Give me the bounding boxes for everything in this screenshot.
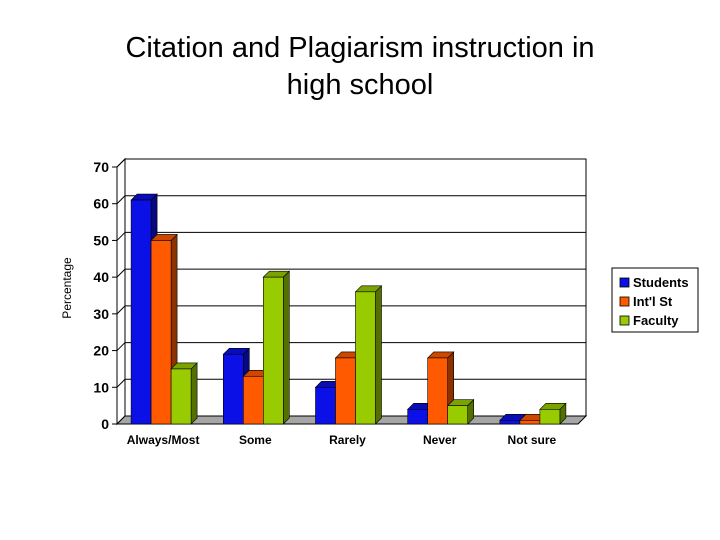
- plot-side-wall: [116, 157, 126, 426]
- y-tick-label: 30: [93, 306, 109, 322]
- bar: [170, 368, 192, 425]
- y-tick-label: 50: [93, 232, 109, 248]
- bar-side: [282, 270, 290, 425]
- x-tick-label: Some: [239, 433, 272, 447]
- legend-swatch: [619, 277, 630, 288]
- legend-label: Int'l St: [633, 294, 673, 309]
- x-tick-label: Rarely: [329, 433, 366, 447]
- bar: [355, 291, 376, 425]
- gridline-side: [116, 268, 126, 278]
- slide-title: Citation and Plagiarism instruction in h…: [60, 30, 660, 104]
- bar: [427, 357, 449, 425]
- gridline-side: [116, 305, 126, 315]
- y-tick-label: 20: [93, 343, 109, 359]
- bar: [499, 420, 521, 425]
- bar: [223, 353, 244, 425]
- gridline-side: [116, 342, 126, 351]
- legend-label: Students: [633, 275, 689, 290]
- bar: [447, 405, 469, 425]
- title-line-2: high school: [286, 69, 434, 101]
- gridline-side: [116, 158, 126, 168]
- y-tick-label: 40: [93, 269, 109, 285]
- bar: [130, 199, 152, 425]
- title-line-1: Citation and Plagiarism instruction in: [125, 32, 595, 64]
- y-axis-title: Percentage: [60, 257, 74, 319]
- bar: [335, 357, 356, 425]
- x-tick-label: Not sure: [508, 433, 557, 447]
- legend-swatch: [619, 315, 630, 326]
- bar: [539, 409, 561, 425]
- bar-side: [190, 362, 198, 425]
- bar: [243, 375, 264, 425]
- legend-label: Faculty: [633, 313, 679, 328]
- bar: [315, 386, 336, 425]
- bar: [262, 276, 284, 425]
- gridline-side: [116, 232, 126, 241]
- bar-side: [375, 285, 382, 425]
- y-tick-label: 10: [93, 379, 109, 395]
- bar: [150, 240, 172, 425]
- x-tick-label: Always/Most: [127, 433, 200, 447]
- y-tick-label: 70: [93, 159, 109, 175]
- y-tick-label: 60: [93, 196, 109, 212]
- y-tick-label: 0: [101, 416, 109, 432]
- gridline-side: [116, 195, 126, 205]
- x-tick-label: Never: [423, 433, 457, 447]
- legend-swatch: [619, 296, 630, 307]
- bar: [407, 409, 429, 425]
- gridline-side: [116, 378, 126, 388]
- bar: [519, 420, 541, 425]
